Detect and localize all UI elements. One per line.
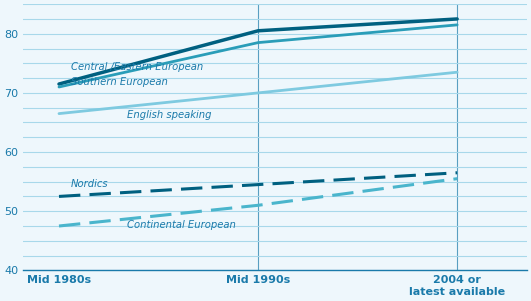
Text: Nordics: Nordics (71, 179, 108, 189)
Text: English speaking: English speaking (127, 110, 211, 119)
Text: Continental European: Continental European (127, 220, 236, 230)
Text: Southern European: Southern European (71, 77, 168, 87)
Text: Central /Eastern European: Central /Eastern European (71, 62, 203, 72)
